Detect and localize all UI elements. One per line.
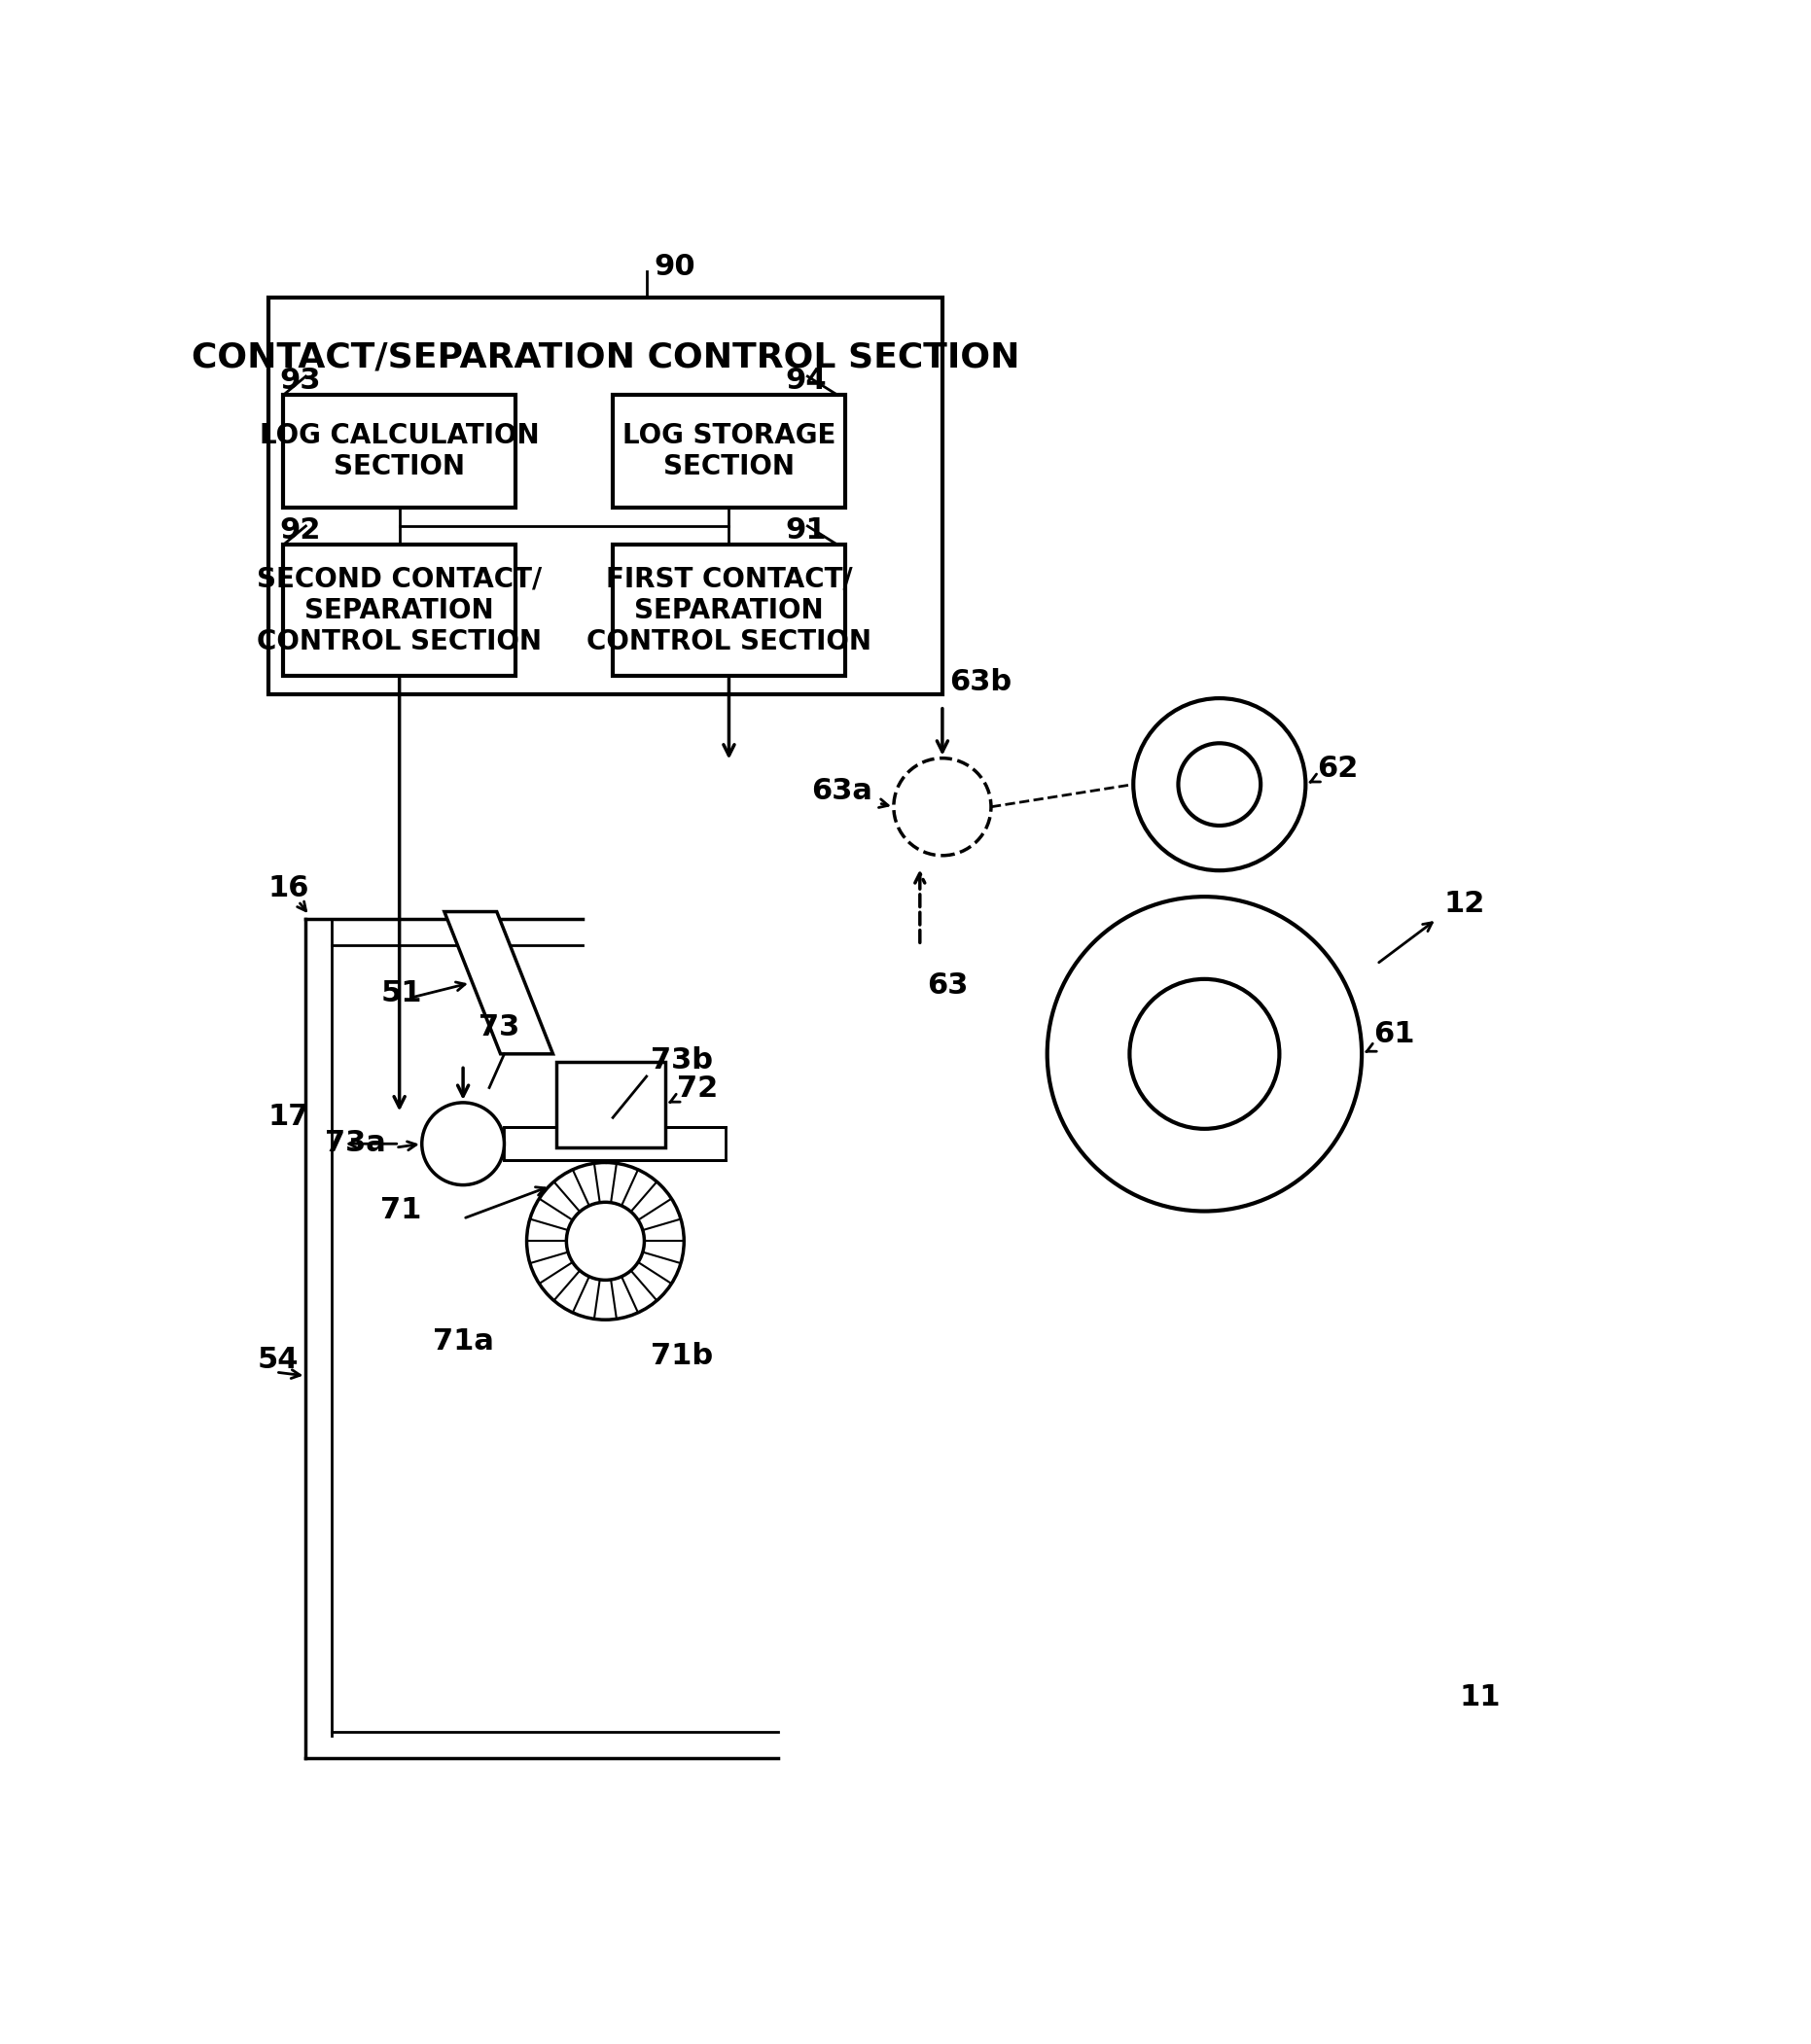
Text: SECOND CONTACT/
SEPARATION
CONTROL SECTION: SECOND CONTACT/ SEPARATION CONTROL SECTI… (257, 566, 541, 656)
Bar (612, 546, 846, 677)
Text: 63: 63 (927, 971, 969, 1000)
Circle shape (1179, 744, 1260, 826)
Text: LOG STORAGE
SECTION: LOG STORAGE SECTION (623, 421, 835, 480)
Polygon shape (444, 912, 552, 1055)
Text: 63b: 63b (949, 668, 1012, 697)
Bar (283, 394, 516, 507)
Text: 16: 16 (268, 875, 310, 903)
Bar (283, 546, 516, 677)
Text: 71b: 71b (650, 1343, 714, 1369)
Bar (612, 394, 846, 507)
Text: 17: 17 (268, 1102, 310, 1130)
Text: 73: 73 (478, 1014, 520, 1040)
Bar (268, 298, 942, 695)
Text: 93: 93 (279, 366, 321, 394)
Text: 94: 94 (786, 366, 826, 394)
Text: 51: 51 (380, 979, 422, 1008)
Bar (503, 1128, 724, 1161)
Circle shape (567, 1202, 645, 1280)
Circle shape (893, 758, 991, 856)
Text: 12: 12 (1443, 889, 1485, 918)
Text: 63a: 63a (811, 777, 873, 805)
Text: 73b: 73b (650, 1047, 712, 1075)
Circle shape (422, 1102, 503, 1186)
Circle shape (1134, 699, 1306, 871)
Text: 11: 11 (1460, 1682, 1501, 1711)
Text: LOG CALCULATION
SECTION: LOG CALCULATION SECTION (259, 421, 540, 480)
Text: 62: 62 (1317, 754, 1358, 783)
Text: 92: 92 (279, 517, 321, 544)
Text: 90: 90 (654, 253, 695, 282)
Text: 91: 91 (786, 517, 826, 544)
Text: FIRST CONTACT/
SEPARATION
CONTROL SECTION: FIRST CONTACT/ SEPARATION CONTROL SECTIO… (587, 566, 871, 656)
Text: 72: 72 (677, 1075, 717, 1104)
Text: 61: 61 (1373, 1020, 1414, 1049)
Circle shape (1047, 897, 1362, 1212)
Bar (556, 1061, 665, 1147)
Circle shape (1130, 979, 1279, 1128)
Text: 71a: 71a (433, 1327, 494, 1355)
Text: 54: 54 (257, 1347, 299, 1374)
Text: 71: 71 (380, 1196, 422, 1224)
Text: 73a: 73a (324, 1128, 386, 1157)
Text: CONTACT/SEPARATION CONTROL SECTION: CONTACT/SEPARATION CONTROL SECTION (192, 341, 1020, 374)
